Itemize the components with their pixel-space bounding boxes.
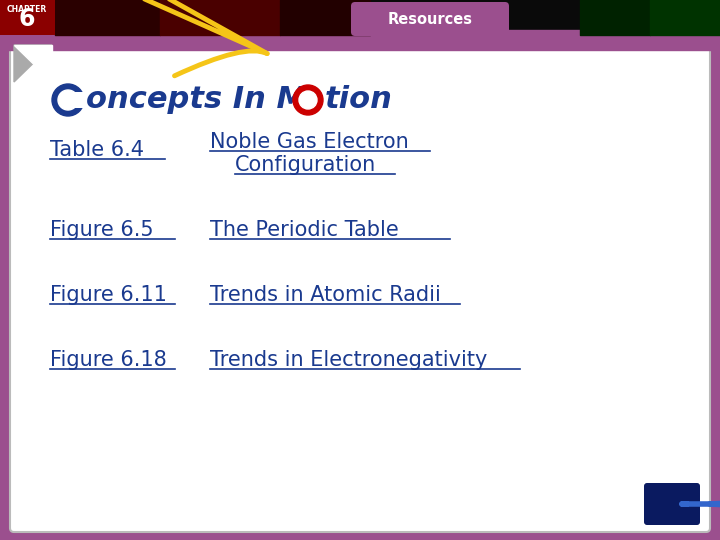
Text: Noble Gas Electron: Noble Gas Electron: [210, 132, 409, 152]
Text: Resources: Resources: [387, 11, 472, 26]
FancyBboxPatch shape: [71, 92, 87, 108]
Text: Table 6.4: Table 6.4: [50, 140, 144, 160]
FancyBboxPatch shape: [10, 36, 710, 532]
Text: oncepts In M: oncepts In M: [86, 85, 307, 114]
FancyBboxPatch shape: [644, 483, 700, 525]
Circle shape: [52, 84, 84, 116]
Polygon shape: [14, 45, 52, 82]
Text: Figure 6.11: Figure 6.11: [50, 285, 167, 305]
Text: Figure 6.18: Figure 6.18: [50, 350, 167, 370]
Text: The Periodic Table: The Periodic Table: [210, 220, 399, 240]
FancyBboxPatch shape: [0, 0, 55, 35]
Text: 6: 6: [19, 7, 35, 31]
Polygon shape: [14, 45, 52, 82]
Text: Trends in Electronegativity: Trends in Electronegativity: [210, 350, 487, 370]
Text: CHAPTER: CHAPTER: [7, 5, 47, 14]
Text: Figure 6.5: Figure 6.5: [50, 220, 153, 240]
Text: tion: tion: [325, 85, 393, 114]
Circle shape: [293, 85, 323, 115]
Circle shape: [299, 91, 317, 109]
FancyBboxPatch shape: [351, 2, 509, 36]
Text: Configuration: Configuration: [235, 155, 377, 175]
Text: Trends in Atomic Radii: Trends in Atomic Radii: [210, 285, 441, 305]
Circle shape: [58, 90, 78, 110]
